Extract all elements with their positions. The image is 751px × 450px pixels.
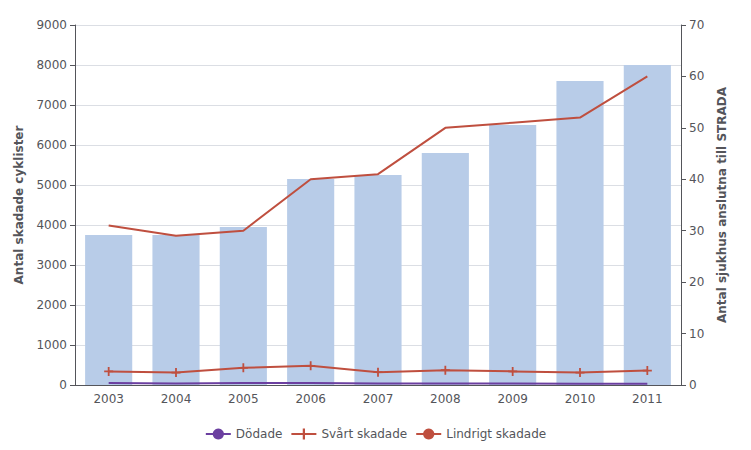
- svg-text:3000: 3000: [36, 258, 67, 272]
- svg-text:50: 50: [689, 121, 704, 135]
- svg-text:2000: 2000: [36, 298, 67, 312]
- svg-text:Svårt skadade: Svårt skadade: [321, 427, 407, 441]
- svg-text:8000: 8000: [36, 58, 67, 72]
- svg-text:2010: 2010: [565, 392, 596, 406]
- svg-text:2011: 2011: [632, 392, 663, 406]
- svg-text:2008: 2008: [430, 392, 461, 406]
- svg-text:40: 40: [689, 172, 704, 186]
- svg-text:9000: 9000: [36, 18, 67, 32]
- svg-text:1000: 1000: [36, 338, 67, 352]
- svg-text:6000: 6000: [36, 138, 67, 152]
- svg-text:4000: 4000: [36, 218, 67, 232]
- svg-text:2006: 2006: [295, 392, 326, 406]
- svg-text:2005: 2005: [228, 392, 259, 406]
- svg-text:Antal skadade cyklister: Antal skadade cyklister: [12, 126, 26, 285]
- svg-text:2007: 2007: [363, 392, 394, 406]
- svg-text:0: 0: [689, 378, 697, 392]
- svg-text:10: 10: [689, 327, 704, 341]
- svg-text:Antal sjukhus anslutna till ST: Antal sjukhus anslutna till STRADA: [715, 86, 729, 323]
- svg-text:2009: 2009: [497, 392, 528, 406]
- svg-text:30: 30: [689, 224, 704, 238]
- svg-text:5000: 5000: [36, 178, 67, 192]
- svg-text:Lindrigt skadade: Lindrigt skadade: [446, 427, 546, 441]
- svg-text:2003: 2003: [93, 392, 124, 406]
- svg-text:Dödade: Dödade: [236, 427, 283, 441]
- svg-text:0: 0: [59, 378, 67, 392]
- svg-text:7000: 7000: [36, 98, 67, 112]
- svg-text:2004: 2004: [161, 392, 192, 406]
- svg-text:60: 60: [689, 69, 704, 83]
- svg-text:20: 20: [689, 275, 704, 289]
- svg-text:70: 70: [689, 18, 704, 32]
